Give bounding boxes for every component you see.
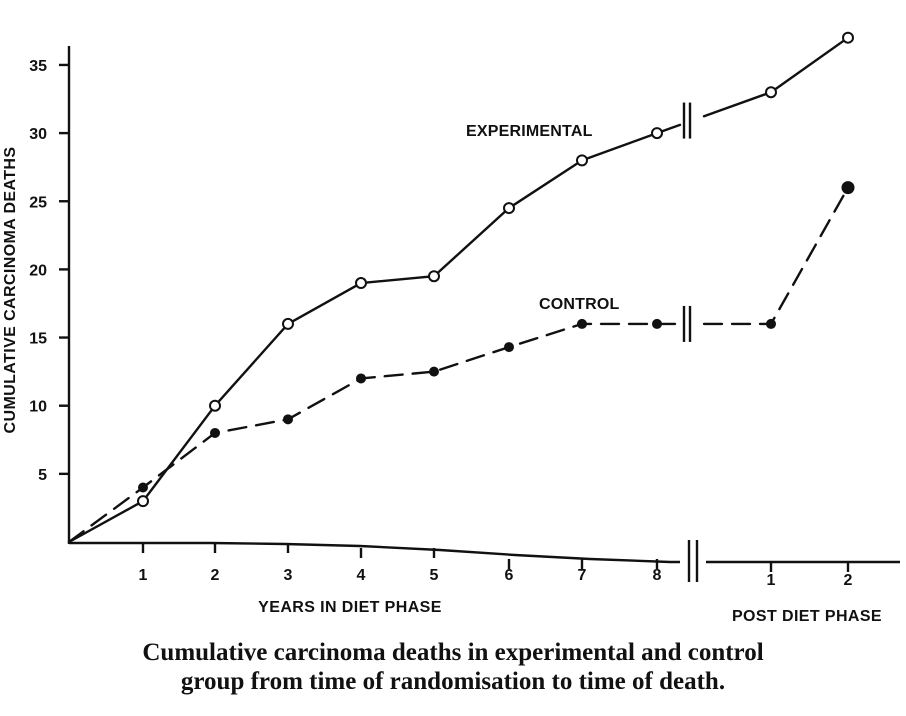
x-tick-label: 4 <box>357 567 366 584</box>
y-tick-label: 10 <box>29 399 47 416</box>
y-tick-label: 5 <box>38 467 47 484</box>
control-line-post <box>702 186 850 326</box>
control-point <box>283 414 293 425</box>
post-diet-axis-label: POST DIET PHASE <box>732 608 882 625</box>
experimental-line-diet <box>67 123 682 544</box>
control-point <box>429 366 439 377</box>
x-tick-label: 2 <box>211 567 220 584</box>
experimental-point <box>765 86 777 99</box>
x-tick-label: 5 <box>430 567 439 584</box>
control-point <box>356 373 366 384</box>
control-line-diet <box>67 322 682 544</box>
y-axis-label: CUMULATIVE CARCINOMA DEATHS <box>2 147 19 434</box>
x-tick-label: 7 <box>578 567 587 584</box>
series-layer: EXPERIMENTAL CONTROL <box>67 31 855 544</box>
control-point <box>841 181 855 195</box>
experimental-point <box>576 154 588 167</box>
experimental-series-label: EXPERIMENTAL <box>466 123 593 140</box>
experimental-point <box>209 399 221 412</box>
experimental-point <box>355 277 367 290</box>
experimental-point <box>137 495 149 508</box>
x-axis-ticks: 1 2 3 4 5 6 7 8 1 2 <box>139 543 853 589</box>
y-axis-ticks: 5 10 15 20 25 30 35 <box>29 58 69 484</box>
y-tick-label: 35 <box>29 58 47 75</box>
experimental-series: EXPERIMENTAL <box>67 31 854 544</box>
x-tick-label: 3 <box>284 567 293 584</box>
y-tick-label: 15 <box>29 331 47 348</box>
x-tick-label: 8 <box>653 567 662 584</box>
figure-caption: Cumulative carcinoma deaths in experimen… <box>0 638 906 696</box>
control-point <box>138 482 148 493</box>
axis-labels: CUMULATIVE CARCINOMA DEATHS YEARS IN DIE… <box>2 147 882 625</box>
control-point <box>652 318 662 329</box>
y-tick-label: 30 <box>29 126 47 143</box>
figure-caption-line-2: group from time of randomisation to time… <box>180 668 726 695</box>
x-tick-label: 2 <box>844 572 853 589</box>
x-tick-label: 1 <box>767 572 776 589</box>
x-tick-label: 6 <box>505 567 514 584</box>
experimental-point <box>428 270 440 283</box>
y-tick-label: 25 <box>29 194 47 211</box>
chart-axes <box>67 46 900 582</box>
experimental-point <box>282 317 294 330</box>
y-tick-label: 20 <box>29 262 47 279</box>
experimental-line-post <box>702 36 850 118</box>
control-point <box>766 318 776 329</box>
control-point <box>577 318 587 329</box>
experimental-point <box>842 31 854 44</box>
control-break-marker <box>682 305 692 342</box>
x-axis-label: YEARS IN DIET PHASE <box>258 599 442 616</box>
x-tick-label: 1 <box>139 567 148 584</box>
experimental-point <box>503 202 515 215</box>
experimental-break-marker <box>682 102 692 139</box>
control-series: CONTROL <box>67 181 855 544</box>
control-series-label: CONTROL <box>539 296 620 313</box>
x-axis-break-marker <box>687 540 699 582</box>
x-axis-line-diet-phase <box>69 541 680 564</box>
experimental-point <box>651 127 663 140</box>
figure-caption-line-1: Cumulative carcinoma deaths in experimen… <box>142 639 764 666</box>
control-point <box>210 427 220 438</box>
control-point <box>504 342 514 353</box>
